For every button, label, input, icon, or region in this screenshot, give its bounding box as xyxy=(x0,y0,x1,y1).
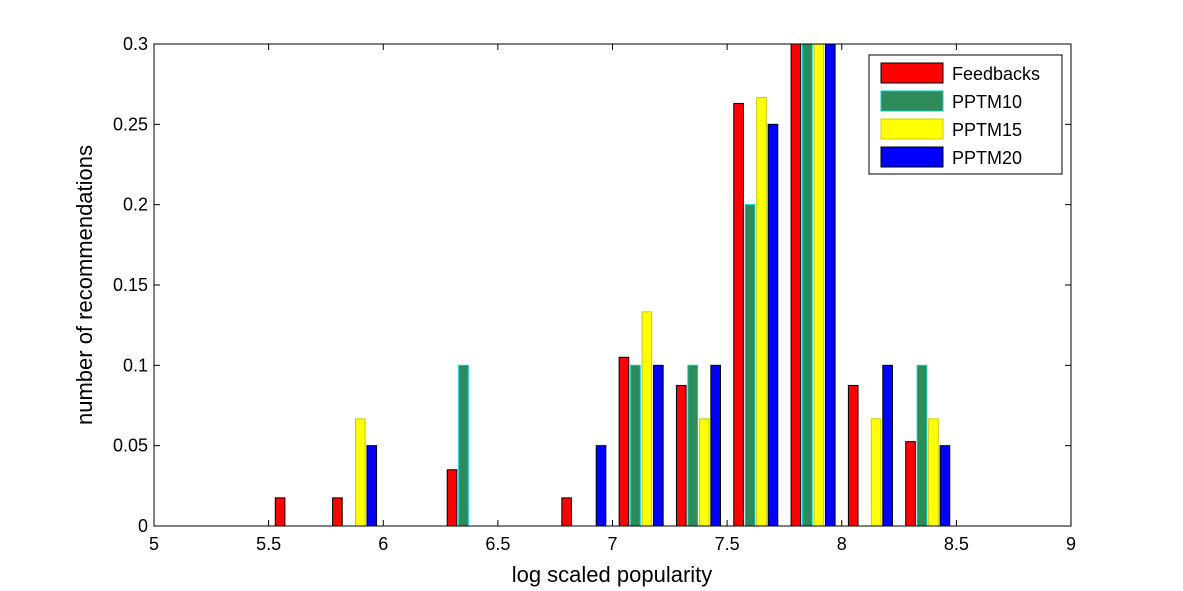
x-tick-label: 9 xyxy=(1066,534,1076,554)
bar-pptm10-11 xyxy=(802,43,813,527)
bar-pptm15-10 xyxy=(756,97,767,527)
legend-swatch-feedbacks xyxy=(880,62,944,84)
bar-pptm20-12 xyxy=(882,364,893,527)
x-axis-title: log scaled popularity xyxy=(512,562,713,587)
x-tick-label: 5.5 xyxy=(256,534,281,554)
y-tick-label: 0.3 xyxy=(123,34,148,54)
y-tick-label: 0 xyxy=(138,516,148,536)
y-tick-label: 0.25 xyxy=(113,114,148,134)
bar-pptm20-9 xyxy=(710,364,721,527)
x-tick-label: 8 xyxy=(837,534,847,554)
bar-pptm15-11 xyxy=(813,43,825,527)
x-axis: 5 5.5 6 6.5 7 7.5 8 8.5 9 xyxy=(149,44,1076,554)
bar-pptm15-3 xyxy=(355,418,366,527)
x-tick-label: 7 xyxy=(607,534,617,554)
bar-feedbacks-7 xyxy=(561,497,572,527)
bar-feedbacks-9 xyxy=(675,384,687,527)
bar-pptm10-5 xyxy=(458,364,469,527)
bar-feedbacks-11 xyxy=(790,43,802,527)
bar-feedbacks-3 xyxy=(332,497,343,527)
x-tick-label: 7.5 xyxy=(715,534,740,554)
bar-pptm20-10 xyxy=(767,123,779,527)
legend-label-feedbacks: Feedbacks xyxy=(952,64,1040,84)
bar-pptm15-8 xyxy=(641,311,653,527)
bar-pptm10-10 xyxy=(744,204,756,527)
bar-pptm10-9 xyxy=(687,364,699,527)
bar-feedbacks-5 xyxy=(446,469,458,527)
bar-pptm10-13 xyxy=(916,364,928,527)
legend-label-pptm20: PPTM20 xyxy=(952,148,1022,168)
legend-swatch-pptm20 xyxy=(880,146,944,168)
bar-pptm20-13 xyxy=(939,445,951,527)
bar-pptm10-8 xyxy=(630,364,641,527)
y-tick-label: 0.05 xyxy=(113,436,148,456)
y-tick-label: 0.1 xyxy=(123,355,148,375)
y-tick-label: 0.2 xyxy=(123,195,148,215)
bar-pptm20-8 xyxy=(653,364,664,527)
legend-label-pptm10: PPTM10 xyxy=(952,92,1022,112)
bar-feedbacks-13 xyxy=(905,441,916,527)
x-tick-label: 6.5 xyxy=(485,534,510,554)
x-tick-label: 6 xyxy=(378,534,388,554)
bar-feedbacks-10 xyxy=(733,102,744,527)
bar-pptm15-13 xyxy=(928,418,939,527)
legend-label-pptm15: PPTM15 xyxy=(952,120,1022,140)
y-axis-title: number of recommendations xyxy=(72,145,97,425)
bar-feedbacks-2 xyxy=(274,497,286,527)
legend-swatch-pptm15 xyxy=(880,118,944,140)
x-tick-label: 8.5 xyxy=(944,534,969,554)
bar-pptm15-12 xyxy=(870,418,882,527)
bar-feedbacks-8 xyxy=(618,356,630,527)
y-tick-label: 0.15 xyxy=(113,275,148,295)
legend-swatch-pptm10 xyxy=(880,90,944,112)
bars-group xyxy=(274,43,951,527)
bar-pptm20-7 xyxy=(595,445,607,527)
bar-pptm20-3 xyxy=(366,445,378,527)
bar-pptm20-11 xyxy=(824,43,836,527)
bar-pptm15-9 xyxy=(698,418,710,527)
legend: Feedbacks PPTM10 PPTM15 PPTM20 xyxy=(868,54,1063,175)
y-axis: 0 0.05 0.1 0.15 0.2 0.25 0.3 xyxy=(113,34,1071,536)
bar-feedbacks-12 xyxy=(847,384,859,527)
x-tick-label: 5 xyxy=(149,534,159,554)
